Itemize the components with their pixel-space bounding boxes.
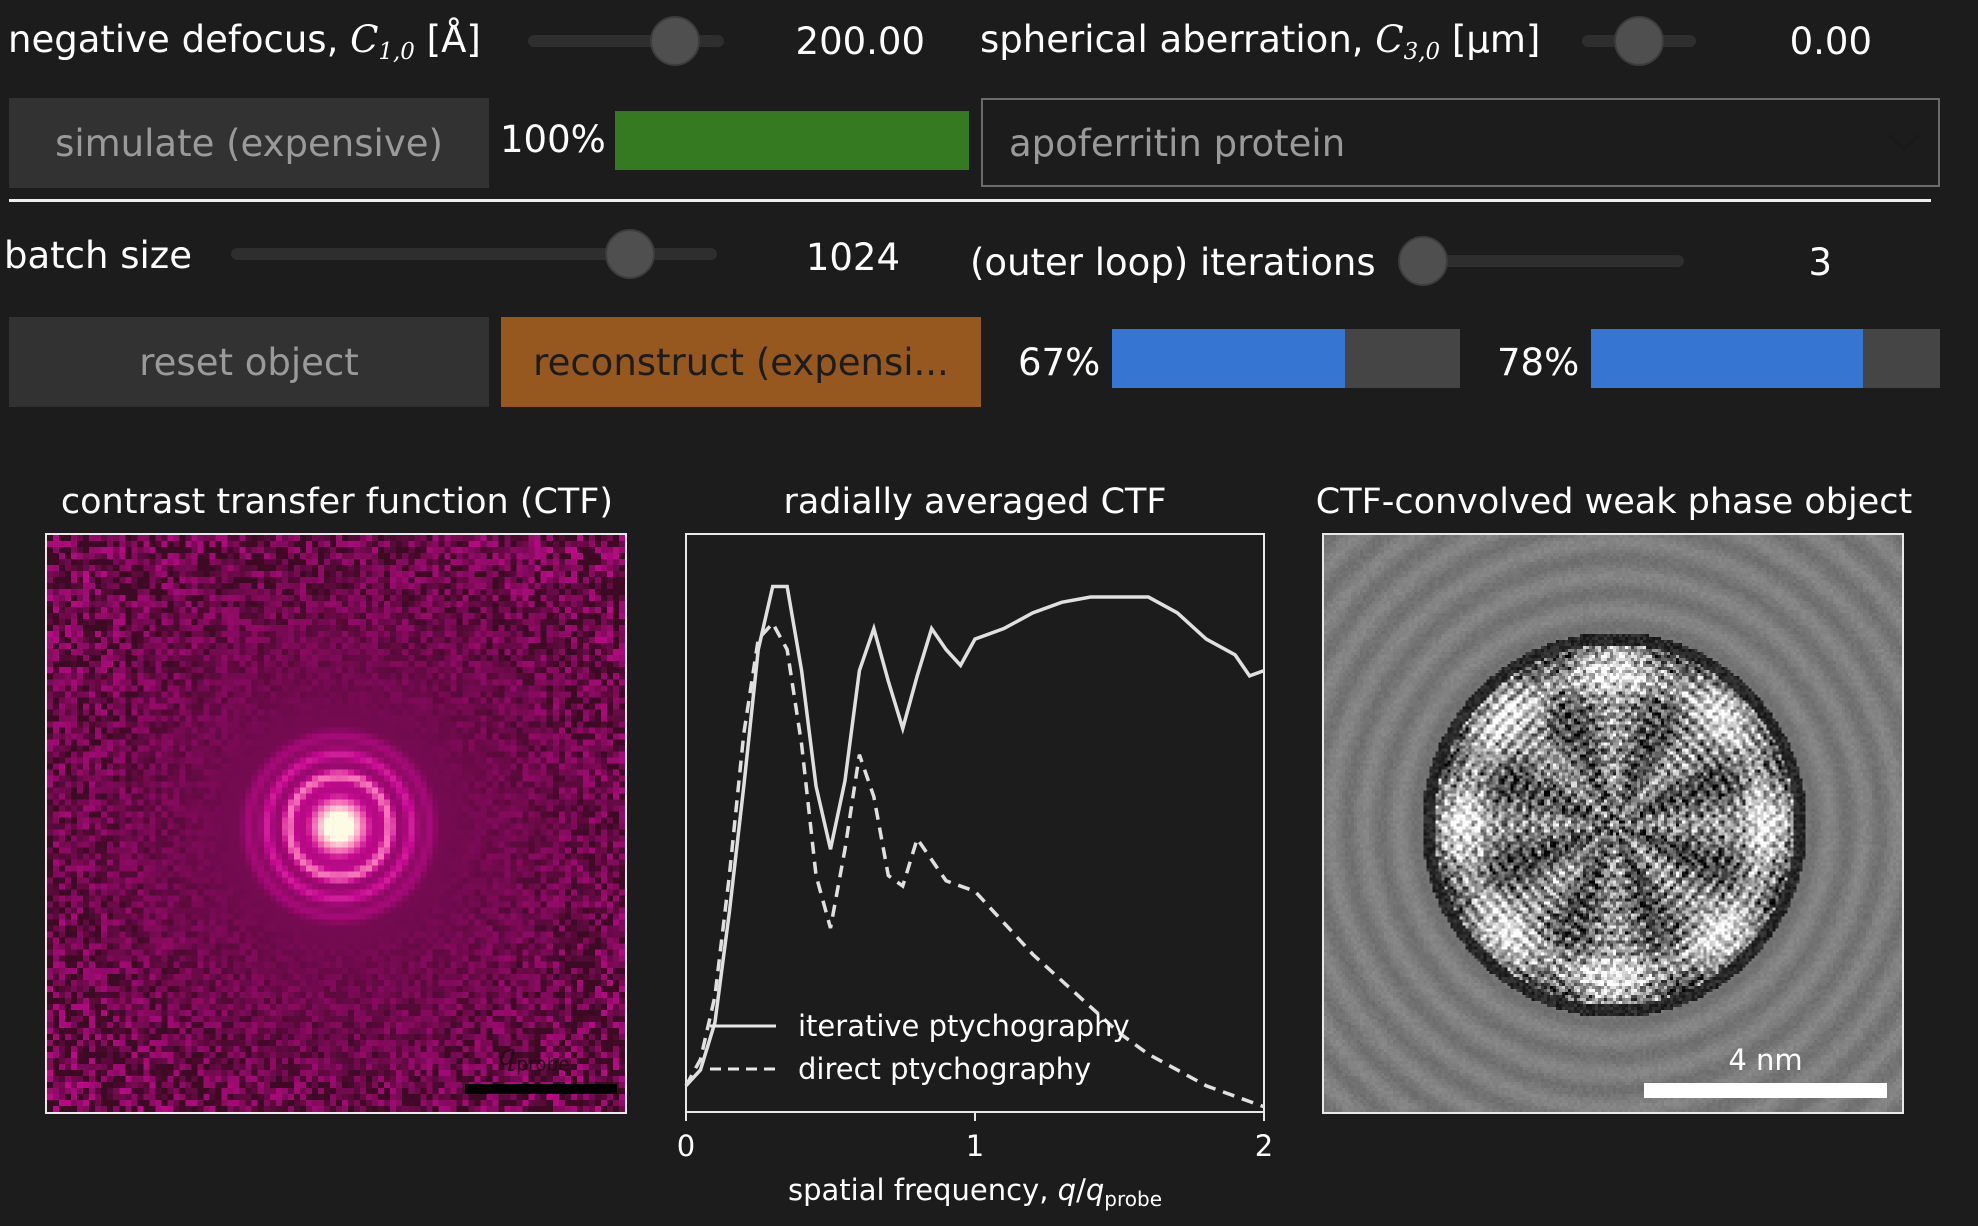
- x-tick-label: 2: [1255, 1129, 1273, 1163]
- reconstruct-progress-2-bar: [1591, 329, 1940, 388]
- ctf-scalebar-label: qprobe: [497, 1038, 570, 1076]
- simulate-progress-text: 100%: [500, 118, 606, 161]
- ctf-scalebar-sub: probe: [516, 1054, 570, 1076]
- chart-plot-frame: [685, 533, 1265, 1113]
- batch-size-value: 1024: [805, 236, 900, 279]
- aberration-label: spherical aberration, C3,0 [µm]: [980, 18, 1540, 65]
- section-divider: [9, 199, 1931, 202]
- dataset-select[interactable]: apoferritin protein: [981, 98, 1940, 187]
- reset-object-button[interactable]: reset object: [9, 317, 489, 407]
- reconstruct-progress-2-text: 78%: [1497, 341, 1580, 384]
- iterations-value: 3: [1808, 241, 1832, 284]
- chart-x-axis-label: spatial frequency, q/qprobe: [788, 1173, 1162, 1211]
- batch-size-slider-track[interactable]: [231, 248, 717, 260]
- simulate-button[interactable]: simulate (expensive): [9, 98, 489, 188]
- reconstruct-button[interactable]: reconstruct (expensi...: [501, 317, 981, 407]
- radial-ctf-chart: 0 1 2 iterative ptychography direct ptycho…: [677, 533, 1273, 1211]
- reconstruct-progress-2-fill: [1591, 329, 1864, 388]
- defocus-value: 200.00: [795, 20, 925, 63]
- x-tick-label: 0: [677, 1129, 695, 1163]
- xlabel-sub: probe: [1104, 1187, 1162, 1211]
- reconstruct-progress-1-fill: [1112, 329, 1346, 388]
- batch-size-label: batch size: [4, 234, 192, 277]
- reconstruct-progress-1-text: 67%: [1018, 341, 1101, 384]
- convolved-image: 4 nm: [1322, 533, 1904, 1114]
- convolved-title: CTF-convolved weak phase object: [1315, 482, 1913, 522]
- defocus-slider-thumb[interactable]: [650, 16, 700, 66]
- ctf-image: qprobe: [45, 533, 627, 1114]
- aberration-label-prefix: spherical aberration,: [980, 18, 1376, 61]
- series-line-direct: [684, 620, 1265, 1109]
- aberration-slider-thumb[interactable]: [1614, 16, 1664, 66]
- iterations-label: (outer loop) iterations: [970, 241, 1376, 284]
- convolved-scalebar: [1644, 1083, 1887, 1098]
- ctf-scalebar-q: q: [497, 1038, 517, 1073]
- iterations-slider-thumb[interactable]: [1397, 236, 1448, 286]
- x-tick-label: 1: [966, 1129, 984, 1163]
- chart-legend: iterative ptychography direct ptychograp…: [710, 1009, 1130, 1086]
- batch-size-slider-thumb[interactable]: [604, 229, 655, 279]
- defocus-slider[interactable]: [528, 16, 724, 66]
- ctf-image-title: contrast transfer function (CTF): [60, 482, 614, 522]
- legend-label-iterative: iterative ptychography: [798, 1009, 1130, 1043]
- defocus-label: negative defocus, C1,0 [Å]: [8, 18, 481, 65]
- convolved-image-canvas: [1324, 535, 1902, 1112]
- defocus-unit: [Å]: [414, 18, 481, 61]
- ctf-scalebar: [465, 1084, 617, 1094]
- iterations-slider-track[interactable]: [1400, 255, 1684, 267]
- legend-label-direct: direct ptychography: [798, 1052, 1091, 1086]
- aberration-unit: [µm]: [1440, 18, 1541, 61]
- xlabel-q: q: [1058, 1173, 1076, 1207]
- xlabel-q2: q: [1086, 1173, 1104, 1207]
- defocus-subscript: 1,0: [378, 38, 415, 65]
- defocus-symbol: C: [350, 18, 379, 61]
- batch-size-slider[interactable]: [231, 229, 717, 279]
- simulate-progress-bar: [615, 111, 969, 170]
- aberration-slider[interactable]: [1582, 16, 1696, 66]
- chevron-down-icon[interactable]: [1886, 130, 1922, 154]
- aberration-subscript: 3,0: [1403, 38, 1441, 65]
- reconstruct-progress-1-bar: [1112, 329, 1460, 388]
- iterations-slider[interactable]: [1397, 236, 1684, 286]
- ctf-image-canvas: [47, 535, 625, 1112]
- aberration-value: 0.00: [1789, 20, 1872, 63]
- series-line-iterative: [684, 584, 1265, 1087]
- chart-lines: [684, 584, 1265, 1109]
- chart-ticks: 0 1 2: [677, 1112, 1273, 1163]
- simulate-progress-fill: [615, 111, 969, 170]
- xlabel-prefix: spatial frequency,: [788, 1173, 1058, 1207]
- aberration-symbol: C: [1375, 18, 1404, 61]
- defocus-label-prefix: negative defocus,: [8, 18, 351, 61]
- dataset-select-value: apoferritin protein: [1009, 122, 1346, 165]
- convolved-scalebar-label: 4 nm: [1728, 1043, 1803, 1077]
- radial-ctf-title: radially averaged CTF: [783, 482, 1167, 522]
- xlabel-sep: /: [1076, 1173, 1086, 1207]
